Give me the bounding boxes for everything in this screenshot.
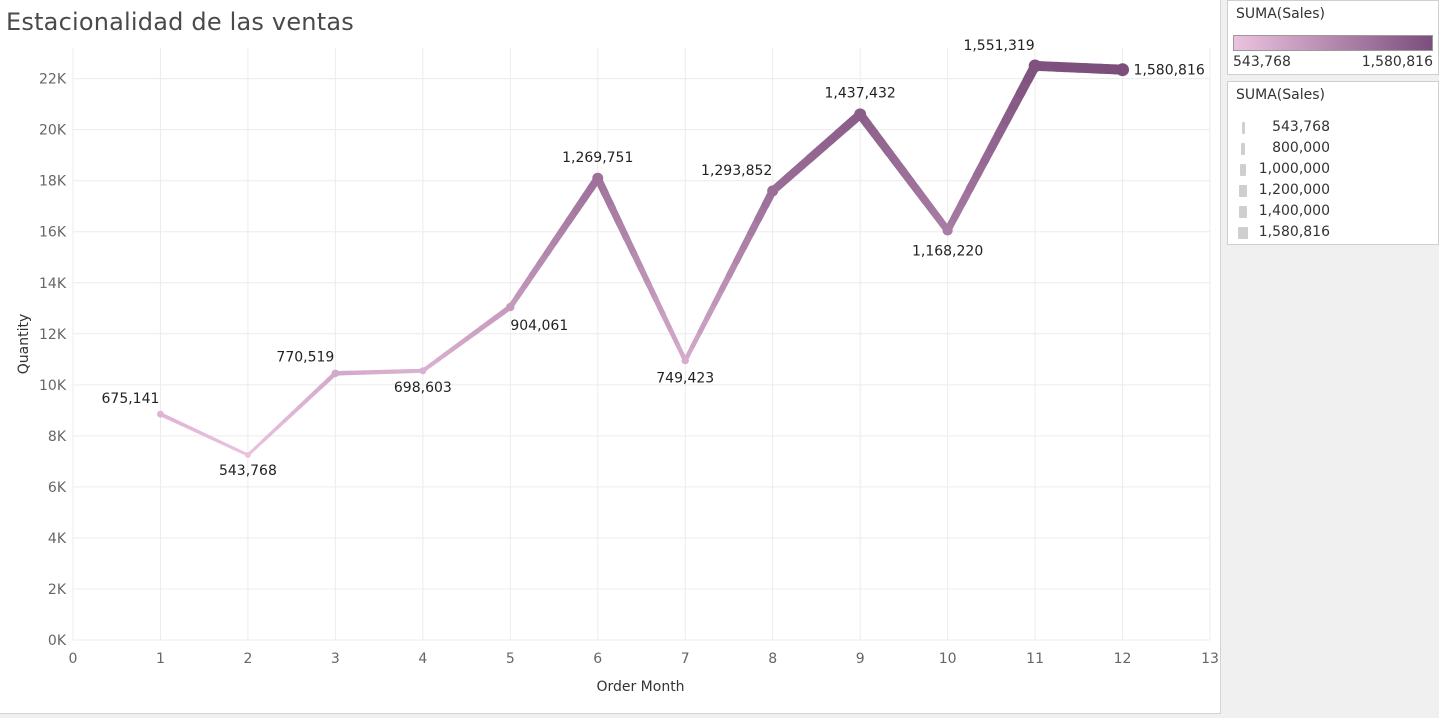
size-legend-label: 1,000,000 — [1258, 161, 1330, 177]
x-tick-label: 2 — [243, 651, 252, 667]
data-point — [157, 410, 164, 418]
data-point — [506, 302, 515, 312]
data-label: 675,141 — [102, 391, 160, 407]
size-legend-label: 800,000 — [1272, 140, 1330, 156]
data-label: 1,580,816 — [1134, 63, 1205, 79]
data-point — [854, 108, 867, 121]
y-tick-label: 22K — [39, 72, 67, 88]
size-legend-item: 1,400,000 — [1228, 203, 1438, 224]
x-tick-label: 1 — [156, 651, 165, 667]
color-legend-max-label: 1,580,816 — [1361, 54, 1433, 70]
x-tick-label: 5 — [506, 651, 515, 667]
data-label: 1,551,319 — [963, 38, 1034, 54]
size-legend-mark — [1240, 143, 1246, 155]
x-tick-label: 0 — [69, 651, 78, 667]
y-tick-label: 10K — [39, 378, 67, 394]
series-line-segment — [253, 439, 265, 450]
data-point — [244, 452, 251, 458]
size-legend-item: 800,000 — [1228, 140, 1438, 161]
x-tick-label: 3 — [331, 651, 340, 667]
data-point — [942, 225, 953, 236]
data-point — [331, 369, 340, 378]
size-legend-label: 543,768 — [1272, 119, 1330, 135]
series-line-segment — [690, 329, 703, 349]
data-label: 1,269,751 — [562, 150, 633, 166]
size-legend-mark — [1239, 185, 1247, 197]
y-tick-label: 0K — [48, 633, 67, 649]
size-legend-mark — [1241, 122, 1245, 134]
x-tick-label: 7 — [681, 651, 690, 667]
data-label: 904,061 — [510, 318, 568, 334]
color-legend-title: SUMA(Sales) — [1236, 6, 1325, 22]
series-line-segment — [653, 297, 667, 318]
x-tick-label: 12 — [1114, 651, 1132, 667]
x-tick-label: 6 — [593, 651, 602, 667]
size-legend-item: 1,000,000 — [1228, 161, 1438, 182]
y-tick-label: 12K — [39, 327, 67, 343]
x-tick-label: 11 — [1026, 651, 1044, 667]
data-label: 1,437,432 — [825, 85, 896, 101]
size-legend-mark — [1238, 227, 1248, 239]
y-tick-label: 14K — [39, 276, 67, 292]
data-label: 1,168,220 — [912, 243, 983, 259]
color-legend-min-label: 543,768 — [1233, 54, 1291, 70]
series-line-segment — [660, 312, 674, 333]
size-legend-item: 1,200,000 — [1228, 182, 1438, 203]
x-tick-label: 4 — [418, 651, 427, 667]
size-legend-label: 1,400,000 — [1258, 203, 1330, 219]
size-legend-label: 1,200,000 — [1258, 182, 1330, 198]
data-label: 770,519 — [276, 349, 334, 365]
size-legend-title: SUMA(Sales) — [1236, 87, 1325, 103]
data-point — [1028, 59, 1042, 73]
x-tick-label: 8 — [768, 651, 777, 667]
data-point — [419, 367, 427, 375]
x-tick-label: 10 — [939, 651, 957, 667]
x-tick-label: 13 — [1201, 651, 1219, 667]
chart-panel: Estacionalidad de las ventas 0K 2K 4K 6K 8K 1… — [0, 0, 1221, 714]
y-tick-label: 16K — [39, 225, 67, 241]
data-point — [767, 185, 779, 197]
series-line-segment — [645, 281, 659, 303]
size-legend-item: 543,768 — [1228, 119, 1438, 140]
size-legend[interactable]: SUMA(Sales) 543,768 800,000 1,000,000 1,200… — [1227, 81, 1439, 245]
size-legend-item: 1,580,816 — [1228, 224, 1438, 245]
y-axis-label: Quantity — [16, 314, 32, 375]
y-tick-label: 20K — [39, 123, 67, 139]
size-legend-label: 1,580,816 — [1258, 224, 1330, 240]
y-tick-label: 4K — [48, 531, 67, 547]
data-point — [592, 172, 604, 184]
data-label: 1,293,852 — [701, 163, 772, 179]
y-tick-label: 18K — [39, 174, 67, 190]
color-ramp — [1233, 35, 1433, 51]
size-legend-mark — [1238, 206, 1248, 218]
y-tick-label: 2K — [48, 582, 67, 598]
data-label: 543,768 — [219, 463, 277, 479]
data-label: 698,603 — [394, 380, 452, 396]
y-tick-label: 8K — [48, 429, 67, 445]
series-line-segment — [668, 327, 681, 348]
x-tick-label: 9 — [856, 651, 865, 667]
y-tick-label: 6K — [48, 480, 67, 496]
x-axis-label: Order Month — [596, 679, 684, 695]
chart-title: Estacionalidad de las ventas — [6, 8, 354, 36]
data-point — [681, 356, 689, 365]
data-point — [1116, 63, 1130, 77]
size-legend-mark — [1239, 164, 1247, 176]
color-legend[interactable]: SUMA(Sales) 543,768 1,580,816 — [1227, 0, 1439, 75]
data-label: 749,423 — [656, 371, 714, 387]
